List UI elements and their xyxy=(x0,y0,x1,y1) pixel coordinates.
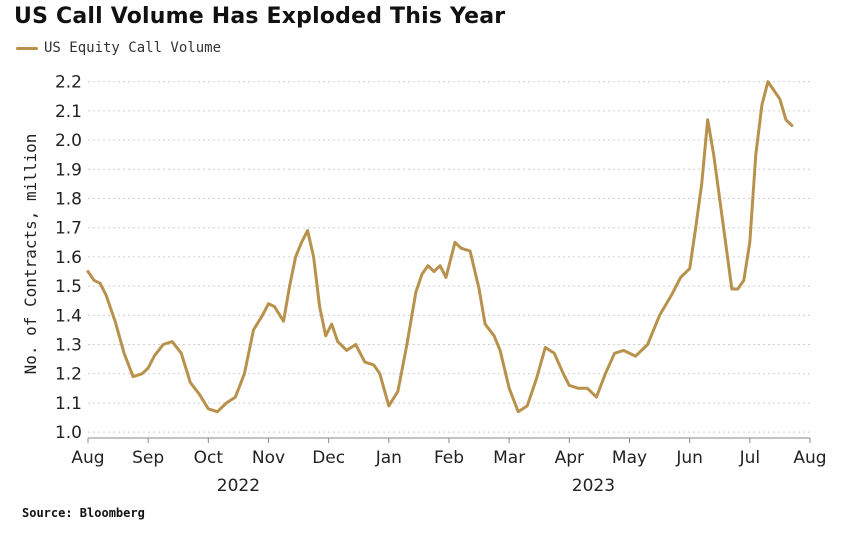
y-tick-label: 1.9 xyxy=(55,160,82,180)
x-tick-label: May xyxy=(612,448,647,468)
x-tick-label: Jun xyxy=(675,448,703,468)
y-tick-label: 1.6 xyxy=(55,248,82,268)
x-tick-label: Dec xyxy=(312,448,345,468)
y-tick-label: 1.4 xyxy=(55,306,82,326)
y-tick-label: 1.1 xyxy=(55,394,82,414)
y-tick-label: 1.8 xyxy=(55,190,82,210)
legend-swatch xyxy=(16,46,38,50)
x-tick-label: Nov xyxy=(252,448,285,468)
x-tick-label: Apr xyxy=(555,448,584,468)
x-tick-label: Jul xyxy=(739,448,761,468)
x-tick-label: Aug xyxy=(71,448,104,468)
y-tick-label: 1.7 xyxy=(55,219,82,239)
x-tick-label: Oct xyxy=(194,448,224,468)
y-axis-label: No. of Contracts, million xyxy=(21,134,40,375)
x-tick-label: Sep xyxy=(132,448,164,468)
legend-label: US Equity Call Volume xyxy=(44,40,222,56)
axes xyxy=(87,437,811,443)
year-label: 2022 xyxy=(217,476,260,496)
chart-title: US Call Volume Has Exploded This Year xyxy=(14,4,506,29)
x-tick-labels: Aug Sep Oct Nov Dec Jan Feb Mar Apr May Jun Jul Aug xyxy=(71,448,826,468)
y-tick-label: 2.1 xyxy=(55,102,82,122)
x-tick-label: Jan xyxy=(375,448,402,468)
x-tick-label: Aug xyxy=(793,448,826,468)
y-tick-label: 2.2 xyxy=(55,73,82,93)
y-tick-label: 1.5 xyxy=(55,277,82,297)
y-tick-labels: 1.0 1.1 1.2 1.3 1.4 1.5 1.6 1.7 1.8 1.9 2.0 2.1 2.2 xyxy=(55,73,82,443)
x-tick-label: Feb xyxy=(434,448,464,468)
year-label: 2023 xyxy=(572,476,615,496)
year-labels: 2022 2023 xyxy=(217,476,615,496)
source-note: Source: Bloomberg xyxy=(22,506,145,520)
x-tick-label: Mar xyxy=(493,448,525,468)
y-tick-label: 1.3 xyxy=(55,336,82,356)
y-tick-label: 1.2 xyxy=(55,365,82,385)
gridlines xyxy=(88,81,810,433)
y-tick-label: 1.0 xyxy=(55,423,82,443)
series-line-us-equity-call-volume xyxy=(86,80,794,414)
y-tick-label: 2.0 xyxy=(55,131,82,151)
legend: US Equity Call Volume xyxy=(16,40,221,56)
